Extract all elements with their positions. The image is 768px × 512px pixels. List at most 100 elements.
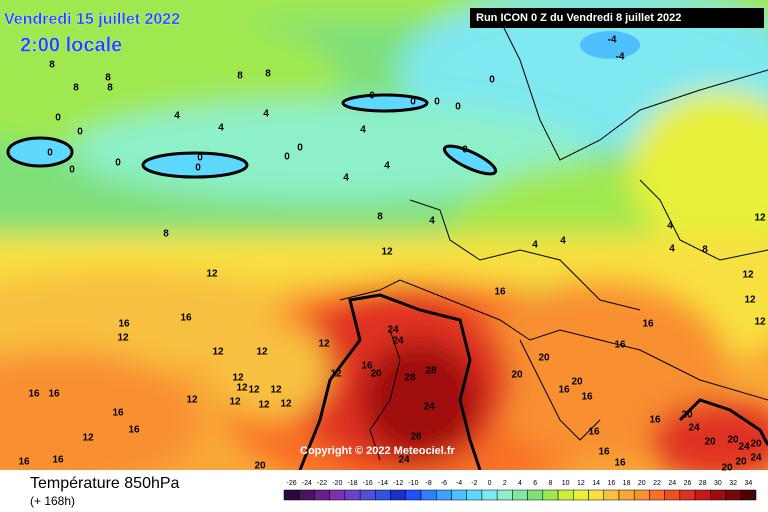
- temperature-field: [0, 0, 768, 470]
- contour-label: 8: [163, 229, 169, 240]
- contour-label: 4: [429, 216, 435, 227]
- contour-label: 4: [174, 111, 180, 122]
- contour-label: 16: [118, 319, 130, 330]
- contour-label: 0: [55, 113, 61, 124]
- contour-label: 8: [237, 71, 243, 82]
- scale-label: -14: [378, 480, 388, 487]
- contour-label: 16: [112, 408, 124, 419]
- contour-label: 24: [392, 336, 404, 347]
- contour-label: -4: [608, 35, 617, 46]
- scale-label: -2: [471, 480, 477, 487]
- contour-label: 0: [489, 75, 495, 86]
- contour-label: 12: [330, 369, 342, 380]
- contour-label: 28: [404, 373, 416, 384]
- scale-swatch: [649, 489, 665, 501]
- contour-label: 20: [538, 353, 550, 364]
- scale-label: -12: [393, 480, 403, 487]
- scale-label: 6: [533, 480, 537, 487]
- scale-label: 26: [684, 480, 692, 487]
- contour-label: 12: [186, 395, 198, 406]
- scale-label: -6: [441, 480, 447, 487]
- scale-swatch: [298, 489, 315, 501]
- scale-label: -24: [302, 480, 312, 487]
- contour-label: 0: [455, 102, 461, 113]
- scale-swatch: [710, 489, 726, 501]
- scale-swatch: [694, 489, 711, 501]
- contour-label: 16: [52, 455, 64, 466]
- color-scale: -26 -24 -22 -20 -18 -16 -14 -12 -10 -8 -6 -4 -2 0 2 4 6 8…: [283, 480, 757, 501]
- contour-label: 12: [82, 433, 94, 444]
- scale-label: 30: [714, 480, 722, 487]
- scale-label: 2: [503, 480, 507, 487]
- scale-swatch: [725, 489, 742, 501]
- contour-label: 20: [750, 439, 762, 450]
- contour-label: 0: [197, 153, 203, 164]
- contour-label: 12: [381, 247, 393, 258]
- contour-label: 20: [571, 377, 583, 388]
- contour-label: 20: [727, 435, 739, 446]
- contour-label: 16: [614, 340, 626, 351]
- contour-label: 16: [18, 457, 30, 468]
- run-box: [470, 8, 764, 28]
- contour-label: 12: [754, 213, 766, 224]
- contour-label: 4: [560, 236, 566, 247]
- scale-swatch: [405, 489, 422, 501]
- contour-label: 4: [218, 123, 224, 134]
- contour-label: 24: [688, 423, 700, 434]
- contour-label: 12: [248, 385, 260, 396]
- contour-label: 12: [236, 383, 248, 394]
- contour-label: 16: [614, 458, 626, 469]
- contour-label: 16: [642, 319, 654, 330]
- contour-label: 16: [588, 427, 600, 438]
- contour-label: 0: [69, 165, 75, 176]
- contour-label: 16: [361, 361, 373, 372]
- scale-label: 16: [607, 480, 615, 487]
- contour-label: 12: [280, 399, 292, 410]
- scale-label: 18: [623, 480, 631, 487]
- contour-label: 16: [48, 389, 60, 400]
- scale-swatch: [466, 489, 483, 501]
- scale-swatch: [527, 489, 544, 501]
- scale-swatch: [740, 489, 757, 501]
- contour-label: 4: [343, 173, 349, 184]
- scale-label: 12: [577, 480, 585, 487]
- scale-label: -26: [287, 480, 297, 487]
- scale-label: 24: [668, 480, 676, 487]
- forecast-date: Vendredi 15 juillet 2022: [4, 11, 180, 28]
- scale-swatch: [512, 489, 528, 501]
- scale-label: 28: [699, 480, 707, 487]
- contour-label: 12: [229, 397, 241, 408]
- scale-swatch: [420, 489, 437, 501]
- scale-swatch: [329, 489, 346, 501]
- contour-label: 8: [73, 83, 79, 94]
- contour-label: 8: [377, 212, 383, 223]
- run-info: Run ICON 0 Z du Vendredi 8 juillet 2022: [476, 12, 681, 24]
- contour-label: 12: [232, 373, 244, 384]
- scale-swatch: [664, 489, 681, 501]
- contour-label: 20: [704, 437, 716, 448]
- contour-label: 16: [581, 392, 593, 403]
- contour-label: 12: [270, 385, 282, 396]
- scale-label: 8: [548, 480, 552, 487]
- scale-label: 34: [744, 480, 752, 487]
- scale-swatch: [588, 489, 604, 501]
- scale-swatch: [314, 489, 330, 501]
- contour-label: 16: [558, 385, 570, 396]
- scale-label: -10: [408, 480, 418, 487]
- contour-label: 16: [494, 287, 506, 298]
- contour-label: 16: [598, 447, 610, 458]
- contour-label: 8: [265, 69, 271, 80]
- contour-label: 0: [410, 97, 416, 108]
- scale-label: 4: [518, 480, 522, 487]
- scale-label: 32: [729, 480, 737, 487]
- contour-label: 20: [370, 369, 382, 380]
- contour-label: 8: [49, 60, 55, 71]
- contour-label: 8: [105, 73, 111, 84]
- contour-label: 20: [735, 457, 747, 468]
- contour-label: 4: [532, 240, 538, 251]
- contour-label: 4: [669, 244, 675, 255]
- scale-swatch: [481, 489, 498, 501]
- contour-label: 24: [738, 442, 750, 453]
- contour-label: 0: [195, 163, 201, 174]
- contour-label: 16: [180, 313, 192, 324]
